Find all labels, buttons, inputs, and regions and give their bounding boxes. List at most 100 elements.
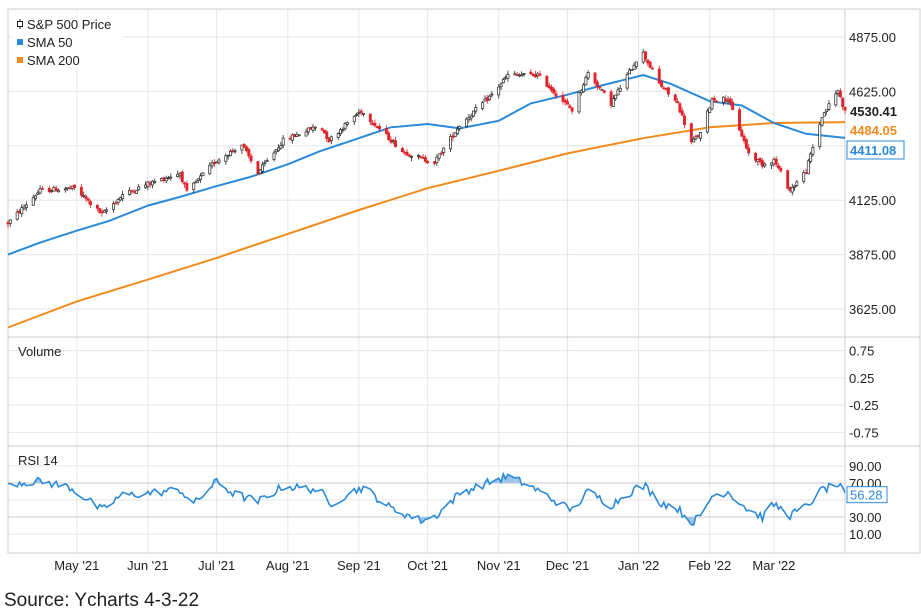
candle-up bbox=[611, 98, 615, 107]
candle-down bbox=[676, 101, 680, 103]
candle-up bbox=[449, 136, 453, 150]
x-tick-label: May '21 bbox=[54, 558, 99, 573]
candle-up bbox=[834, 93, 838, 106]
candle-up bbox=[641, 51, 645, 63]
candle-up bbox=[224, 155, 228, 162]
candle-up bbox=[116, 199, 120, 203]
candle-up bbox=[472, 110, 475, 117]
candle-up bbox=[279, 145, 283, 149]
candle-down bbox=[550, 87, 553, 91]
candle-up bbox=[790, 186, 794, 193]
candle-down bbox=[40, 188, 44, 190]
candle-up bbox=[118, 197, 122, 201]
candle-up bbox=[577, 92, 581, 113]
last-value-tag-sma50 bbox=[846, 140, 905, 160]
candle-down bbox=[731, 101, 735, 111]
candle-down bbox=[185, 183, 189, 191]
candle-down bbox=[231, 150, 235, 152]
candle-up bbox=[217, 159, 221, 164]
sma200-layer bbox=[7, 121, 846, 329]
candle-up bbox=[56, 189, 60, 193]
rsi-tick-label: 10.00 bbox=[849, 527, 882, 542]
candle-up bbox=[201, 172, 205, 177]
candle-down bbox=[774, 158, 778, 165]
candle-up bbox=[630, 69, 634, 71]
candle-up bbox=[710, 98, 714, 110]
candle-down bbox=[666, 87, 670, 95]
candle-down bbox=[715, 100, 719, 103]
candle-up bbox=[290, 134, 294, 141]
candle-down bbox=[744, 139, 748, 149]
candle-up bbox=[176, 173, 180, 178]
last-value-sma50: 4411.08 bbox=[850, 143, 896, 158]
candle-up bbox=[297, 134, 301, 137]
candle-up bbox=[499, 83, 503, 87]
legend-label-sma200: SMA 200 bbox=[27, 53, 80, 68]
candle-down bbox=[421, 157, 425, 159]
rsi-tick-label: 90.00 bbox=[849, 459, 882, 474]
rsi-overbought-fill bbox=[514, 477, 518, 483]
candle-down bbox=[256, 161, 260, 175]
candle-up bbox=[66, 187, 70, 190]
candle-down bbox=[130, 189, 134, 192]
candle-down bbox=[180, 171, 184, 183]
price-panel-frame bbox=[7, 8, 921, 338]
candle-down bbox=[309, 127, 313, 130]
legend-swatch-sma200 bbox=[17, 57, 23, 63]
candle-up bbox=[708, 107, 712, 113]
rsi-overbought-fill bbox=[517, 477, 520, 483]
candle-down bbox=[538, 73, 542, 76]
candle-down bbox=[650, 67, 654, 70]
candle-up bbox=[520, 74, 524, 77]
candle-up bbox=[192, 182, 196, 191]
legend-swatch-sma50 bbox=[17, 39, 23, 45]
candle-down bbox=[648, 61, 652, 68]
candle-up bbox=[194, 181, 198, 184]
candle-down bbox=[568, 105, 572, 109]
candle-up bbox=[355, 113, 359, 116]
candle-down bbox=[841, 97, 845, 108]
candle-up bbox=[240, 144, 244, 151]
candle-up bbox=[536, 73, 540, 77]
candle-up bbox=[199, 175, 203, 180]
volume-tick-label: 0.75 bbox=[849, 344, 874, 359]
x-tick-label: Sep '21 bbox=[337, 558, 381, 573]
candle-up bbox=[474, 107, 478, 112]
candle-down bbox=[403, 151, 407, 154]
axis-ticks: 4875.00 4625.00 4125.00 3875.00 3625.00 0.75 0… bbox=[54, 30, 896, 573]
volume-tick-label: -0.25 bbox=[849, 398, 879, 413]
candle-down bbox=[593, 72, 597, 84]
candle-up bbox=[699, 132, 702, 139]
candle-down bbox=[242, 143, 246, 148]
candle-up bbox=[345, 122, 349, 125]
candle-up bbox=[825, 109, 829, 112]
candle-up bbox=[361, 113, 365, 115]
candle-up bbox=[584, 76, 588, 86]
price-tick-label: 3625.00 bbox=[849, 302, 896, 317]
x-tick-label: Jan '22 bbox=[618, 558, 660, 573]
candle-up bbox=[233, 150, 237, 153]
x-tick-label: Mar '22 bbox=[752, 558, 795, 573]
rsi-panel-title: RSI 14 bbox=[18, 453, 58, 468]
candle-up bbox=[277, 147, 281, 151]
candle-down bbox=[100, 211, 104, 214]
candles-layer bbox=[6, 48, 847, 228]
candle-up bbox=[632, 64, 636, 71]
candle-up bbox=[50, 190, 54, 193]
candle-down bbox=[384, 128, 388, 134]
x-tick-label: Feb '22 bbox=[688, 558, 731, 573]
candle-down bbox=[788, 186, 792, 191]
candle-down bbox=[529, 71, 533, 75]
candle-up bbox=[31, 197, 35, 206]
candle-up bbox=[228, 150, 232, 156]
x-tick-label: Nov '21 bbox=[477, 558, 521, 573]
candle-up bbox=[306, 127, 310, 133]
volume-panel-title: Volume bbox=[18, 344, 61, 359]
candle-up bbox=[105, 209, 109, 212]
candle-up bbox=[263, 162, 267, 165]
candle-up bbox=[481, 102, 485, 109]
price-tick-label: 4625.00 bbox=[849, 84, 896, 99]
candle-down bbox=[712, 97, 716, 101]
candle-down bbox=[400, 147, 404, 153]
candle-up bbox=[8, 219, 12, 224]
